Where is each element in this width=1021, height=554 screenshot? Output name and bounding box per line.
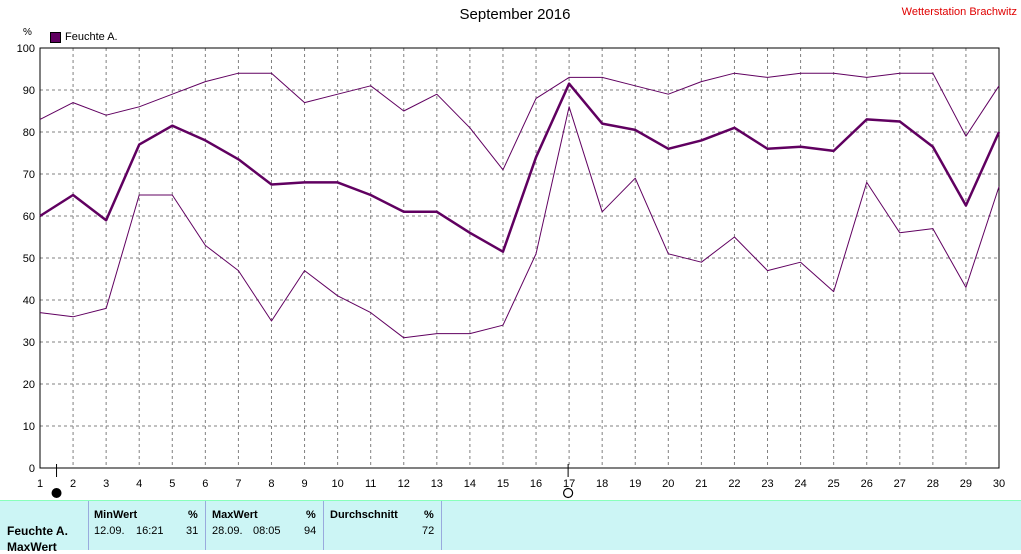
moon-markers bbox=[51, 464, 574, 499]
row-label-2: MaxWert bbox=[7, 540, 57, 554]
x-tick-label: 28 bbox=[927, 478, 939, 490]
x-tick-label: 9 bbox=[301, 478, 307, 490]
max-cell: MaxWert % 28.09. 08:05 94 bbox=[206, 501, 324, 550]
x-tick-label: 12 bbox=[398, 478, 410, 490]
x-tick-label: 24 bbox=[794, 478, 806, 490]
stats-panel: Feuchte A. MaxWert MinWert % 12.09. 16:2… bbox=[0, 500, 1021, 554]
new-moon-icon bbox=[563, 487, 574, 499]
avg-value: 72 bbox=[422, 525, 435, 537]
avg-header: Durchschnitt bbox=[330, 509, 398, 521]
y-tick-label: 90 bbox=[23, 85, 35, 97]
chart-series bbox=[39, 72, 1001, 339]
legend-label: Feuchte A. bbox=[65, 31, 118, 43]
x-tick-label: 23 bbox=[761, 478, 773, 490]
y-tick-label: 60 bbox=[23, 211, 35, 223]
x-tick-label: 20 bbox=[662, 478, 674, 490]
x-tick-label: 6 bbox=[202, 478, 208, 490]
x-tick-label: 8 bbox=[268, 478, 274, 490]
max-date: 28.09. bbox=[212, 525, 243, 537]
y-tick-label: 50 bbox=[23, 253, 35, 265]
max-time: 08:05 bbox=[253, 525, 281, 537]
y-tick-label: 0 bbox=[29, 463, 35, 475]
x-tick-label: 17 bbox=[563, 478, 575, 490]
min-header: MinWert bbox=[94, 509, 138, 521]
x-tick-label: 4 bbox=[136, 478, 142, 490]
x-tick-label: 13 bbox=[431, 478, 443, 490]
x-tick-label: 19 bbox=[629, 478, 641, 490]
y-tick-label: 80 bbox=[23, 127, 35, 139]
chart-axes bbox=[39, 47, 1000, 469]
max-unit: % bbox=[306, 509, 316, 521]
y-tick-label: 70 bbox=[23, 169, 35, 181]
y-tick-label: 10 bbox=[23, 421, 35, 433]
y-tick-label: 40 bbox=[23, 295, 35, 307]
x-tick-label: 22 bbox=[728, 478, 740, 490]
row-label-cell: Feuchte A. MaxWert bbox=[0, 501, 89, 554]
max-header: MaxWert bbox=[212, 509, 258, 521]
x-tick-label: 10 bbox=[331, 478, 343, 490]
min-value: 31 bbox=[186, 525, 199, 537]
full-moon-icon bbox=[51, 488, 62, 498]
x-tick-label: 5 bbox=[169, 478, 175, 490]
min-cell: MinWert % 12.09. 16:21 31 bbox=[89, 501, 206, 550]
x-tick-label: 15 bbox=[497, 478, 509, 490]
x-tick-label: 14 bbox=[464, 478, 476, 490]
legend: Feuchte A. bbox=[50, 31, 118, 43]
y-axis-unit: % bbox=[23, 27, 32, 38]
x-tick-label: 27 bbox=[894, 478, 906, 490]
series-line-mean bbox=[39, 82, 1001, 253]
x-tick-label: 7 bbox=[235, 478, 241, 490]
y-tick-label: 20 bbox=[23, 379, 35, 391]
avg-unit: % bbox=[424, 509, 434, 521]
x-tick-label: 11 bbox=[365, 478, 376, 490]
x-tick-label: 2 bbox=[70, 478, 76, 490]
series-line-min bbox=[39, 106, 1000, 339]
x-tick-label: 25 bbox=[828, 478, 840, 490]
chart-title: September 2016 bbox=[459, 6, 571, 23]
x-tick-label: 29 bbox=[960, 478, 972, 490]
x-tick-label: 1 bbox=[37, 478, 43, 490]
chart-grid bbox=[40, 48, 999, 468]
x-tick-label: 26 bbox=[861, 478, 873, 490]
x-tick-label: 21 bbox=[695, 478, 707, 490]
max-value: 94 bbox=[304, 525, 317, 537]
series-line-max bbox=[39, 72, 1000, 171]
y-tick-label: 30 bbox=[23, 337, 35, 349]
min-time: 16:21 bbox=[136, 525, 164, 537]
y-tick-label: 100 bbox=[17, 43, 35, 55]
plot-frame bbox=[39, 47, 1000, 469]
x-tick-label: 16 bbox=[530, 478, 542, 490]
row-label: Feuchte A. bbox=[7, 524, 68, 538]
x-tick-label: 18 bbox=[596, 478, 608, 490]
min-date: 12.09. bbox=[94, 525, 125, 537]
min-unit: % bbox=[188, 509, 198, 521]
avg-cell: Durchschnitt % 72 bbox=[324, 501, 442, 550]
x-tick-label: 30 bbox=[993, 478, 1005, 490]
x-tick-label: 3 bbox=[103, 478, 109, 490]
station-name: Wetterstation Brachwitz bbox=[901, 6, 1017, 18]
legend-swatch bbox=[50, 31, 61, 43]
